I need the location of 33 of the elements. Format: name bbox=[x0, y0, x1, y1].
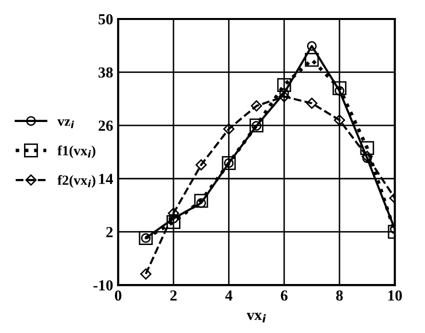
point bbox=[140, 268, 152, 280]
point bbox=[278, 90, 290, 102]
x-tick-label: 0 bbox=[114, 290, 122, 301]
x-tick-label: 2 bbox=[170, 290, 177, 301]
x-tick-label: 8 bbox=[336, 290, 343, 301]
y-tick-label: 14 bbox=[99, 174, 114, 184]
point bbox=[360, 141, 374, 155]
point bbox=[306, 98, 318, 109]
y-tick-label: 26 bbox=[98, 120, 113, 131]
y-tick-label: 50 bbox=[98, 14, 113, 24]
legend-label: f2(vx$_{i}$) bbox=[57, 175, 96, 188]
point bbox=[304, 52, 319, 67]
y-tick-label: 2 bbox=[106, 227, 113, 238]
legend-label: f1(vx$_{i}$) bbox=[57, 145, 96, 158]
point bbox=[334, 114, 346, 126]
point bbox=[277, 78, 292, 92]
point bbox=[166, 215, 180, 230]
x-tick-label: 4 bbox=[225, 290, 232, 301]
point bbox=[362, 150, 373, 162]
x-tick-label: 10 bbox=[388, 290, 402, 301]
point bbox=[196, 159, 207, 170]
point bbox=[194, 194, 208, 208]
x-axis-title: vx$_{i}$ bbox=[246, 312, 266, 322]
point bbox=[306, 41, 317, 51]
x-tick-label: 6 bbox=[280, 290, 288, 301]
y-tick-label: -10 bbox=[93, 280, 113, 290]
point bbox=[168, 208, 180, 219]
y-tick-label: 38 bbox=[98, 67, 113, 78]
legend-label: vz$_{i}$ bbox=[57, 119, 74, 128]
point bbox=[250, 118, 264, 132]
point bbox=[250, 100, 262, 112]
point bbox=[332, 81, 346, 96]
point bbox=[223, 123, 234, 135]
